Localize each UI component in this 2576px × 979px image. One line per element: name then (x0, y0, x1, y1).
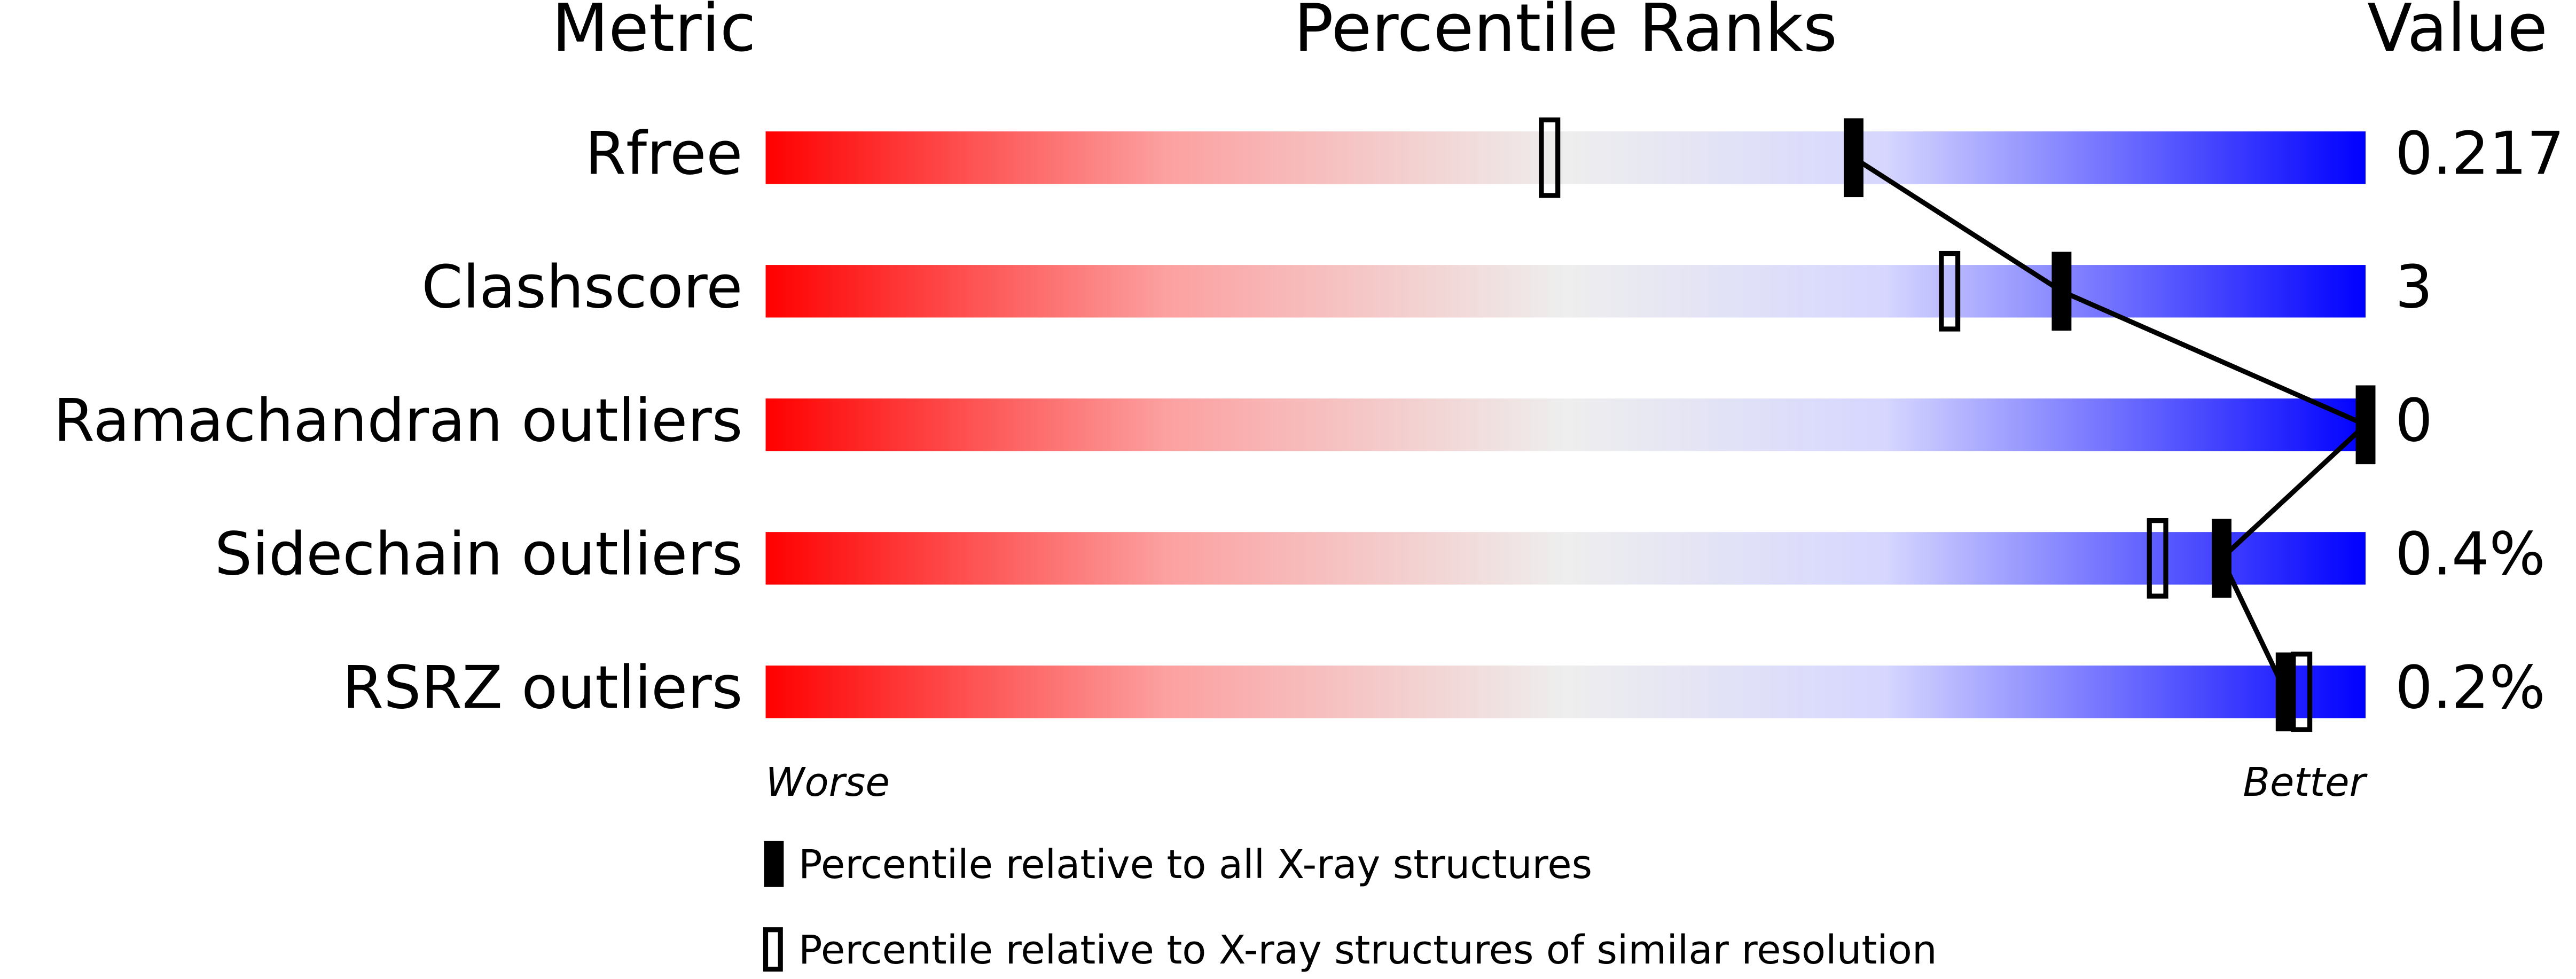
legend-label: Percentile relative to all X-ray structu… (798, 842, 1592, 888)
metric-label: Sidechain outliers (215, 520, 743, 589)
similar-resolution-marker (1539, 117, 1561, 198)
percentile-bar (765, 265, 2366, 318)
legend-label: Percentile relative to X-ray structures … (798, 927, 1937, 973)
metric-value: 0.2% (2395, 654, 2545, 723)
legend-swatch (763, 927, 783, 972)
legend-swatch (764, 841, 784, 887)
all-structures-marker (2052, 252, 2072, 331)
metric-value: 0.4% (2395, 520, 2545, 589)
metric-value: 3 (2395, 253, 2432, 322)
all-structures-marker (1844, 118, 1864, 198)
similar-resolution-marker (1939, 250, 1961, 332)
metric-label: Rfree (585, 120, 742, 189)
similar-resolution-marker (2147, 518, 2168, 599)
metric-value: 0.217 (2395, 120, 2564, 189)
percentile-bar (765, 131, 2366, 184)
ranks-header: Percentile Ranks (1294, 0, 1837, 67)
percentile-bar (765, 665, 2366, 718)
all-structures-marker (2275, 652, 2296, 732)
better-label: Better (2243, 759, 2368, 805)
all-structures-marker (2355, 385, 2376, 465)
metric-label: Clashscore (421, 253, 742, 322)
percentile-bar (765, 398, 2366, 451)
worse-label: Worse (765, 759, 889, 805)
percentile-bar (765, 532, 2366, 585)
metric-label: RSRZ outliers (342, 654, 742, 723)
value-header: Value (2367, 0, 2548, 67)
metric-header: Metric (552, 0, 756, 67)
metric-label: Ramachandran outliers (53, 387, 742, 456)
metric-value: 0 (2395, 387, 2432, 456)
all-structures-marker (2211, 519, 2232, 598)
